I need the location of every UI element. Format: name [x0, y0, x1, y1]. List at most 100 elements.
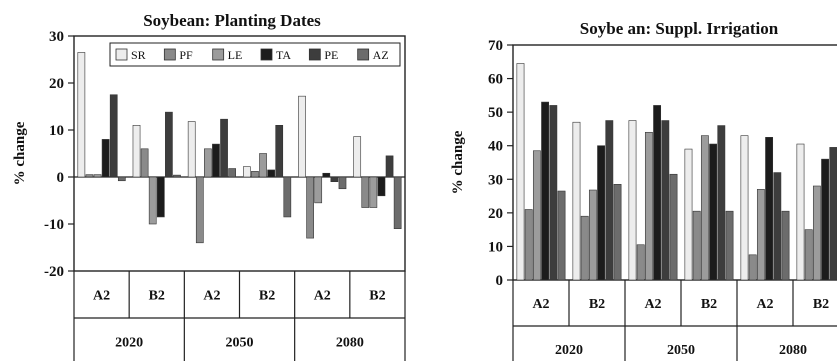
bar-ta-2 — [653, 105, 662, 281]
category-label: A2 — [644, 297, 661, 312]
y-tick-label: -20 — [44, 264, 64, 280]
category-label: B2 — [701, 297, 717, 312]
legend-label-sr: SR — [131, 48, 146, 62]
y-tick-label: 30 — [488, 172, 503, 188]
y-tick-label: 10 — [488, 239, 503, 255]
bar-le-4 — [756, 189, 765, 281]
bar-le-2 — [204, 148, 212, 178]
category-label: A2 — [93, 289, 110, 304]
bar-pf-4 — [306, 176, 314, 239]
bar-pe-1 — [605, 120, 614, 281]
bar-ta-3 — [267, 169, 275, 178]
group-label: 2050 — [667, 343, 695, 358]
bar-ta-5 — [377, 176, 386, 197]
bar-le-3 — [700, 135, 709, 281]
bar-sr-4 — [740, 135, 749, 281]
y-tick-label: 40 — [488, 139, 503, 155]
bar-sr-3 — [243, 166, 251, 178]
bar-pe-0 — [109, 94, 118, 178]
bar-az-1 — [613, 184, 622, 281]
bar-ta-1 — [597, 145, 606, 281]
legend-swatch-ta — [260, 48, 273, 61]
bar-az-2 — [228, 168, 236, 178]
legend-swatch-le — [212, 48, 225, 61]
bar-sr-5 — [353, 136, 362, 178]
bar-pe-0 — [549, 105, 558, 281]
bar-sr-4 — [298, 95, 306, 178]
y-tick-label: -10 — [44, 217, 64, 233]
y-tick-label: 10 — [49, 123, 64, 139]
category-label: A2 — [203, 289, 220, 304]
bar-pf-3 — [692, 210, 701, 281]
legend-label-ta: TA — [276, 48, 291, 62]
bar-sr-2 — [187, 121, 196, 178]
chart-suppl-irrigation: Soybe an: Suppl. Irrigation % change 0 10 20… — [450, 19, 837, 361]
bar-sr-1 — [132, 125, 141, 178]
bar-az-4 — [338, 176, 347, 190]
y-tick-label: 20 — [49, 76, 64, 92]
legend-swatch-az — [357, 48, 370, 61]
legend-swatch-sr — [115, 48, 128, 61]
bar-pe-3 — [717, 125, 726, 281]
bar-sr-2 — [628, 120, 637, 281]
bar-le-2 — [644, 131, 653, 281]
bar-le-5 — [369, 176, 378, 208]
group-label: 2050 — [226, 336, 254, 351]
bar-pf-0 — [85, 174, 94, 178]
bar-le-4 — [314, 176, 323, 204]
y-tick-label: 20 — [488, 206, 503, 222]
y-tick-label: 0 — [496, 273, 504, 289]
bar-az-0 — [117, 176, 126, 182]
bar-le-1 — [588, 189, 597, 281]
bar-az-3 — [725, 210, 734, 281]
bar-pe-2 — [220, 118, 228, 178]
y-axis-label: % change — [450, 130, 466, 194]
bar-le-3 — [259, 153, 267, 178]
bar-ta-4 — [322, 172, 331, 178]
category-label: B2 — [589, 297, 605, 312]
bar-pe-4 — [773, 172, 782, 281]
legend-swatch-pe — [308, 48, 321, 61]
category-label: B2 — [149, 289, 165, 304]
y-tick-label: 70 — [488, 38, 503, 54]
bar-pf-1 — [140, 148, 149, 178]
bar-sr-5 — [796, 143, 805, 281]
y-tick-label: 30 — [49, 29, 64, 45]
category-label: B2 — [369, 289, 385, 304]
bar-pe-5 — [829, 147, 837, 281]
bar-pe-5 — [385, 155, 394, 178]
bar-pf-3 — [251, 171, 259, 178]
legend-swatch-pf — [163, 48, 176, 61]
bar-az-2 — [669, 173, 678, 281]
chart-planting-dates: Soybean: Planting Dates % change -20 -10 0 10… — [12, 11, 406, 361]
chart-title: Soybe an: Suppl. Irrigation — [580, 19, 779, 38]
group-label: 2080 — [336, 336, 364, 351]
bar-ta-5 — [821, 158, 830, 281]
bar-ta-2 — [212, 143, 220, 178]
legend-box — [109, 42, 401, 67]
bar-le-0 — [93, 174, 102, 178]
bar-az-1 — [173, 174, 181, 178]
chart-title: Soybean: Planting Dates — [143, 11, 321, 30]
bar-ta-4 — [765, 137, 774, 281]
legend-label-pf: PF — [179, 48, 193, 62]
y-tick-label: 0 — [57, 170, 65, 186]
bar-pf-1 — [580, 215, 589, 281]
bar-pf-4 — [748, 254, 757, 281]
bar-pf-5 — [804, 229, 813, 281]
group-label: 2020 — [555, 343, 583, 358]
bar-ta-0 — [541, 101, 550, 281]
y-axis-label: % change — [12, 121, 28, 185]
bar-sr-3 — [684, 148, 693, 281]
bar-az-4 — [781, 210, 790, 281]
legend: SR PF LE TA PE AZ — [109, 42, 401, 67]
bar-ta-3 — [709, 143, 718, 281]
bar-pe-2 — [661, 120, 670, 281]
bar-pf-2 — [195, 176, 204, 244]
bar-pf-2 — [636, 244, 645, 281]
bar-pe-3 — [275, 125, 284, 178]
category-label: B2 — [259, 289, 275, 304]
legend-label-az: AZ — [373, 48, 389, 62]
bar-sr-0 — [77, 52, 86, 178]
